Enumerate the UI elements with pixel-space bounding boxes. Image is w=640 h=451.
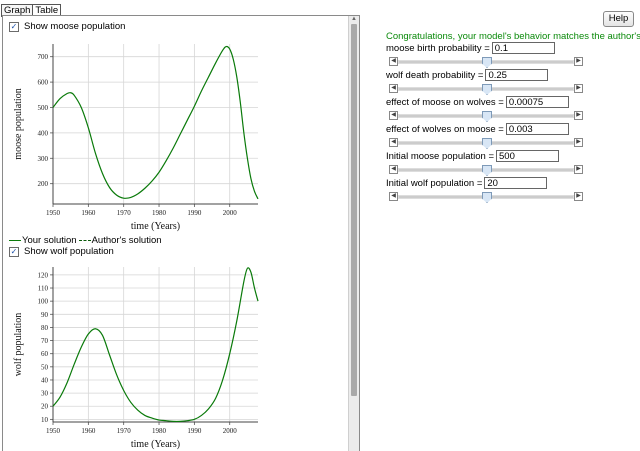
x-axis-label: time (Years) <box>131 221 180 232</box>
effect-wolves-on-moose-input[interactable] <box>505 123 569 135</box>
effect-moose-on-wolves-input[interactable] <box>505 96 569 108</box>
graph-panel: ✓ Show moose population 1950 1960 1970 1980… <box>2 15 360 451</box>
scroll-up-arrow-icon[interactable]: ▲ <box>351 16 357 22</box>
y-tick-label: 80 <box>41 324 49 332</box>
x-tick-label: 2000 <box>223 209 238 217</box>
y-tick-label: 600 <box>38 79 49 87</box>
wolf-checkbox-label: Show wolf population <box>24 246 114 257</box>
y-tick-label: 60 <box>41 350 49 358</box>
x-tick-label: 1970 <box>117 209 132 217</box>
success-message: Congratulations, your model's behavior m… <box>386 31 640 42</box>
initial-wolf-population-input[interactable] <box>484 177 548 189</box>
effect-wolves-on-moose-slider[interactable]: ◀ ▶ <box>389 138 583 149</box>
series-line <box>52 45 259 200</box>
slider-thumb[interactable] <box>482 57 492 68</box>
slider-thumb[interactable] <box>482 84 492 95</box>
x-tick-label: 1980 <box>152 209 167 217</box>
scrollbar-thumb[interactable] <box>351 24 357 396</box>
slider-left-arrow-icon[interactable]: ◀ <box>389 138 398 147</box>
slider-left-arrow-icon[interactable]: ◀ <box>389 165 398 174</box>
moose-birth-probability-slider[interactable]: ◀ ▶ <box>389 57 583 68</box>
wolf-population-chart: 1950 1960 1970 1980 1990 2000 10 20 30 40 50 60 70 80… <box>13 267 259 450</box>
wolf-checkbox-row[interactable]: ✓ Show wolf population <box>9 246 114 257</box>
moose-checkbox-label: Show moose population <box>24 21 126 32</box>
y-tick-label: 120 <box>38 271 49 279</box>
y-tick-label: 70 <box>41 337 49 345</box>
x-tick-label: 1960 <box>81 209 96 217</box>
slider-left-arrow-icon[interactable]: ◀ <box>389 57 398 66</box>
param-wolf-death-probability: wolf death probability = <box>386 69 549 81</box>
y-tick-label: 90 <box>41 311 49 319</box>
slider-right-arrow-icon[interactable]: ▶ <box>574 165 583 174</box>
y-tick-label: 500 <box>38 104 49 112</box>
slider-right-arrow-icon[interactable]: ▶ <box>574 192 583 201</box>
tab-bar: Graph Table <box>1 4 62 17</box>
y-tick-label: 50 <box>41 363 49 371</box>
y-axis-label: moose population <box>13 88 24 159</box>
y-tick-label: 700 <box>38 53 49 61</box>
slider-right-arrow-icon[interactable]: ▶ <box>574 138 583 147</box>
y-axis-label: wolf population <box>13 313 24 377</box>
wolf-death-probability-input[interactable] <box>485 69 549 81</box>
wolf-checkbox[interactable]: ✓ <box>9 246 19 257</box>
x-tick-label: 1960 <box>81 427 96 435</box>
help-button[interactable]: Help <box>603 11 634 27</box>
param-effect-wolves-on-moose: effect of wolves on moose = <box>386 123 569 135</box>
x-tick-label: 1990 <box>187 209 202 217</box>
y-tick-label: 300 <box>38 155 49 163</box>
x-tick-label: 1950 <box>46 427 61 435</box>
x-tick-label: 1990 <box>187 427 202 435</box>
y-tick-label: 200 <box>38 180 49 188</box>
x-tick-label: 2000 <box>223 427 238 435</box>
vertical-scrollbar[interactable]: ▲ <box>348 16 359 451</box>
param-label: Initial wolf population = <box>386 177 483 189</box>
param-moose-birth-probability: moose birth probability = <box>386 42 555 54</box>
param-effect-moose-on-wolves: effect of moose on wolves = <box>386 96 569 108</box>
x-axis-label: time (Years) <box>131 439 180 450</box>
legend-your-solution: Your solution <box>22 235 77 246</box>
param-initial-moose-population: Initial moose population = <box>386 150 560 162</box>
tab-table[interactable]: Table <box>32 4 62 17</box>
initial-moose-population-input[interactable] <box>496 150 560 162</box>
x-tick-label: 1970 <box>117 427 132 435</box>
chart-legend: Your solution Author's solution <box>9 235 162 246</box>
param-label: moose birth probability = <box>386 42 490 54</box>
slider-thumb[interactable] <box>482 138 492 149</box>
param-initial-wolf-population: Initial wolf population = <box>386 177 548 189</box>
y-tick-label: 400 <box>38 129 49 137</box>
series-line <box>52 267 259 423</box>
initial-moose-population-slider[interactable]: ◀ ▶ <box>389 165 583 176</box>
author-solution-line-icon <box>78 240 91 241</box>
slider-left-arrow-icon[interactable]: ◀ <box>389 192 398 201</box>
slider-thumb[interactable] <box>482 192 492 203</box>
param-label: effect of wolves on moose = <box>386 123 504 135</box>
effect-moose-on-wolves-slider[interactable]: ◀ ▶ <box>389 111 583 122</box>
x-tick-label: 1980 <box>152 427 167 435</box>
initial-wolf-population-slider[interactable]: ◀ ▶ <box>389 192 583 203</box>
y-tick-label: 10 <box>41 416 49 424</box>
slider-right-arrow-icon[interactable]: ▶ <box>574 57 583 66</box>
param-label: wolf death probability = <box>386 69 484 81</box>
y-tick-label: 110 <box>38 285 49 293</box>
legend-author-solution: Author's solution <box>91 235 162 246</box>
your-solution-line-icon <box>9 240 21 241</box>
moose-checkbox-row[interactable]: ✓ Show moose population <box>9 21 125 32</box>
slider-right-arrow-icon[interactable]: ▶ <box>574 111 583 120</box>
param-label: effect of moose on wolves = <box>386 96 504 108</box>
moose-population-chart: 1950 1960 1970 1980 1990 2000 200 300 400 500 600 7… <box>13 44 259 232</box>
wolf-death-probability-slider[interactable]: ◀ ▶ <box>389 84 583 95</box>
slider-thumb[interactable] <box>482 165 492 176</box>
param-label: Initial moose population = <box>386 150 495 162</box>
slider-left-arrow-icon[interactable]: ◀ <box>389 84 398 93</box>
y-tick-label: 100 <box>38 298 49 306</box>
y-tick-label: 30 <box>41 390 49 398</box>
moose-checkbox[interactable]: ✓ <box>9 21 19 32</box>
x-tick-label: 1950 <box>46 209 61 217</box>
slider-thumb[interactable] <box>482 111 492 122</box>
slider-left-arrow-icon[interactable]: ◀ <box>389 111 398 120</box>
y-tick-label: 20 <box>41 403 49 411</box>
moose-birth-probability-input[interactable] <box>491 42 555 54</box>
slider-right-arrow-icon[interactable]: ▶ <box>574 84 583 93</box>
y-tick-label: 40 <box>41 376 49 384</box>
